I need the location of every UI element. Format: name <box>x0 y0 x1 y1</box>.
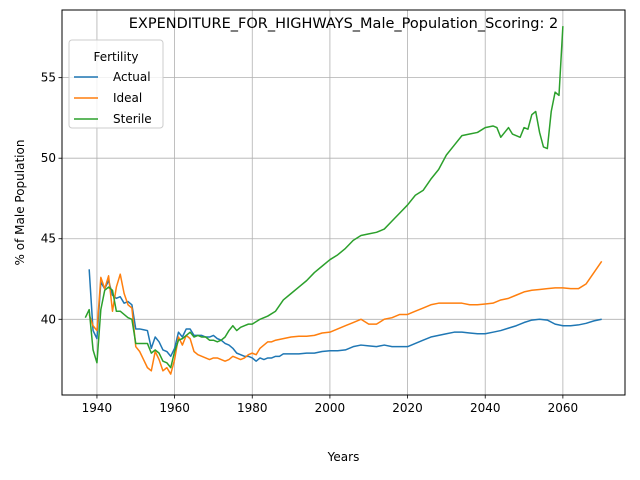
x-tick-label: 1980 <box>237 401 268 415</box>
legend-box <box>68 39 164 129</box>
legend-label-ideal: Ideal <box>113 91 142 105</box>
x-tick-label: 2000 <box>315 401 346 415</box>
legend-label-sterile: Sterile <box>113 112 152 126</box>
series-line-ideal <box>88 260 603 375</box>
y-tick-label: 40 <box>41 312 56 326</box>
x-tick-label: 1960 <box>159 401 190 415</box>
x-tick-label: 2020 <box>392 401 423 415</box>
y-axis-label: % of Male Population <box>13 140 27 266</box>
plot-frame <box>61 9 626 396</box>
x-tick-label: 2040 <box>470 401 501 415</box>
legend-items: Actual Ideal Sterile <box>74 70 152 126</box>
y-tick-label: 50 <box>41 151 56 165</box>
series-layer <box>84 26 603 375</box>
y-tick-label: 55 <box>41 71 56 85</box>
series-line-actual <box>88 269 602 362</box>
chart-title: EXPENDITURE_FOR_HIGHWAYS_Male_Population… <box>129 16 558 32</box>
legend: Fertility Actual Ideal Sterile <box>68 39 164 129</box>
x-tick-label: 1940 <box>82 401 113 415</box>
legend-label-actual: Actual <box>113 70 151 84</box>
tick-layer: 1940 1960 1980 2000 2020 2040 2060 40 45 50 55 <box>41 71 578 415</box>
legend-title: Fertility <box>93 50 138 64</box>
series-line-sterile <box>84 26 564 369</box>
x-axis-label: Years <box>327 450 360 464</box>
y-tick-label: 45 <box>41 232 56 246</box>
x-tick-label: 2060 <box>548 401 579 415</box>
